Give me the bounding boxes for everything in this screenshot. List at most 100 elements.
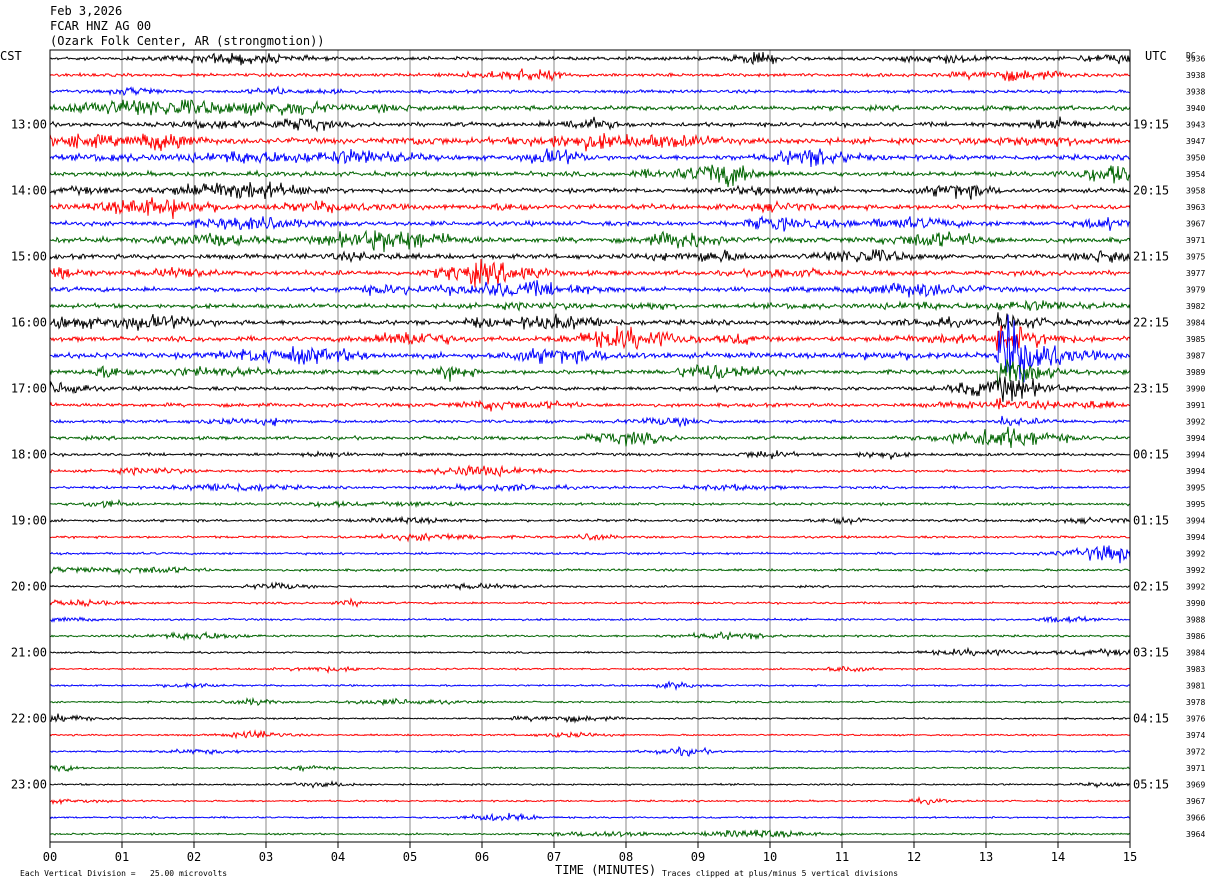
dc-offset-label: 3985 xyxy=(1186,335,1205,344)
trace-line xyxy=(49,197,1131,220)
trace-line xyxy=(49,181,1131,200)
dc-offset-label: 3991 xyxy=(1186,401,1205,410)
minute-grid xyxy=(121,50,1059,842)
dc-offset-label: 3938 xyxy=(1186,88,1205,97)
dc-offset-label: 3974 xyxy=(1186,731,1205,740)
trace-line xyxy=(49,397,1131,412)
trace-line xyxy=(50,696,1131,707)
left-hour-label: 13:00 xyxy=(11,118,47,132)
dc-offset-label: 3940 xyxy=(1186,104,1205,113)
dc-offset-label: 3986 xyxy=(1186,632,1205,641)
left-hour-label: 17:00 xyxy=(11,382,47,396)
dc-offset-label: 3988 xyxy=(1186,616,1205,625)
trace-line xyxy=(49,464,1131,478)
trace-line xyxy=(49,795,1131,806)
trace-line xyxy=(49,532,1131,543)
dc-offset-label: 3984 xyxy=(1186,649,1205,658)
trace-line xyxy=(49,68,1131,82)
trace-line xyxy=(49,615,1131,624)
trace-line xyxy=(49,597,1131,608)
trace-line xyxy=(49,359,1131,388)
trace-line xyxy=(49,646,1131,658)
x-tick-label: 13 xyxy=(979,850,993,864)
left-hour-label: 16:00 xyxy=(11,316,47,330)
dc-offset-label: 3963 xyxy=(1186,203,1205,212)
trace-line xyxy=(49,325,1131,351)
trace-line xyxy=(49,680,1131,691)
x-tick-label: 07 xyxy=(547,850,561,864)
dc-offset-label: 3994 xyxy=(1186,451,1205,460)
dc-offset-label: 3994 xyxy=(1186,517,1205,526)
trace-line xyxy=(49,482,1130,493)
trace-line xyxy=(49,545,1131,564)
dc-offset-label: 3990 xyxy=(1186,385,1205,394)
dc-offset-label: 3983 xyxy=(1186,665,1205,674)
trace-line xyxy=(49,164,1131,188)
trace-line xyxy=(49,665,1131,675)
trace-line xyxy=(49,376,1131,402)
trace-line xyxy=(49,515,1131,526)
dc-offset-label: 3995 xyxy=(1186,484,1205,493)
trace-line xyxy=(49,829,1131,838)
x-tick-label: 03 xyxy=(259,850,273,864)
right-hour-label: 04:15 xyxy=(1133,712,1169,726)
trace-line xyxy=(49,215,1131,232)
header-date: Feb 3,2026 xyxy=(50,4,123,18)
x-axis-label: TIME (MINUTES) xyxy=(555,863,656,877)
trace-line xyxy=(49,812,1131,822)
dc-offset-label: 3990 xyxy=(1186,599,1205,608)
right-hour-label: 00:15 xyxy=(1133,448,1169,462)
trace-line xyxy=(49,148,1131,168)
x-tick-label: 08 xyxy=(619,850,633,864)
dc-offset-label: 3992 xyxy=(1186,418,1205,427)
dc-offset-label: 3992 xyxy=(1186,583,1205,592)
scale-note: Each Vertical Division = 25.00 microvolt… xyxy=(20,869,227,878)
x-tick-label: 12 xyxy=(907,850,921,864)
right-hour-label: 05:15 xyxy=(1133,778,1169,792)
dc-offset-labels: 3936 3938 3938 3940 3943 3947 3950 3954 3958 3963… xyxy=(1186,55,1205,840)
clip-note: Traces clipped at plus/minus 5 vertical … xyxy=(662,869,898,878)
x-tick-label: 00 xyxy=(43,850,57,864)
x-tick-label: 06 xyxy=(475,850,489,864)
dc-offset-label: 3989 xyxy=(1186,368,1205,377)
trace-line xyxy=(49,312,1131,331)
right-axis-label: UTC xyxy=(1145,49,1167,63)
x-tick-label: 05 xyxy=(403,850,417,864)
left-hour-label: 15:00 xyxy=(11,250,47,264)
trace-line xyxy=(49,566,1131,576)
trace-line xyxy=(49,51,1131,66)
dc-label: DC xyxy=(1186,51,1196,60)
left-hour-label: 20:00 xyxy=(11,580,47,594)
header-station: FCAR HNZ AG 00 xyxy=(50,19,152,33)
right-hour-label: 02:15 xyxy=(1133,580,1169,594)
trace-line xyxy=(49,713,1131,724)
right-hour-label: 19:15 xyxy=(1133,118,1169,132)
plot-frame xyxy=(49,49,1131,843)
right-hour-label: 03:15 xyxy=(1133,646,1169,660)
left-axis-label: CST xyxy=(0,49,22,63)
dc-offset-label: 3966 xyxy=(1186,814,1205,823)
dc-offset-label: 3982 xyxy=(1186,302,1205,311)
trace-line xyxy=(49,746,1131,757)
right-hour-label: 23:15 xyxy=(1133,382,1169,396)
trace-line xyxy=(49,581,1131,591)
left-hour-labels: 13:00 14:00 15:00 16:00 17:00 18:00 19:00 20:00… xyxy=(11,118,47,792)
dc-offset-label: 3967 xyxy=(1186,220,1205,229)
right-hour-label: 01:15 xyxy=(1133,514,1169,528)
dc-offset-label: 3936 xyxy=(1186,55,1205,64)
dc-offset-label: 3967 xyxy=(1186,797,1205,806)
trace-line xyxy=(49,258,1131,288)
dc-offset-label: 3994 xyxy=(1186,467,1205,476)
dc-offset-label: 3971 xyxy=(1186,764,1205,773)
trace-line xyxy=(49,498,1131,509)
trace-line xyxy=(49,99,1131,116)
dc-offset-label: 3964 xyxy=(1186,830,1205,839)
trace-line xyxy=(49,249,1131,264)
trace-line xyxy=(49,85,1131,97)
trace-line xyxy=(49,729,1131,740)
header-location: (Ozark Folk Center, AR (strongmotion)) xyxy=(50,34,325,48)
trace-line xyxy=(49,450,1131,460)
dc-offset-label: 3943 xyxy=(1186,121,1205,130)
dc-offset-label: 3992 xyxy=(1186,566,1205,575)
